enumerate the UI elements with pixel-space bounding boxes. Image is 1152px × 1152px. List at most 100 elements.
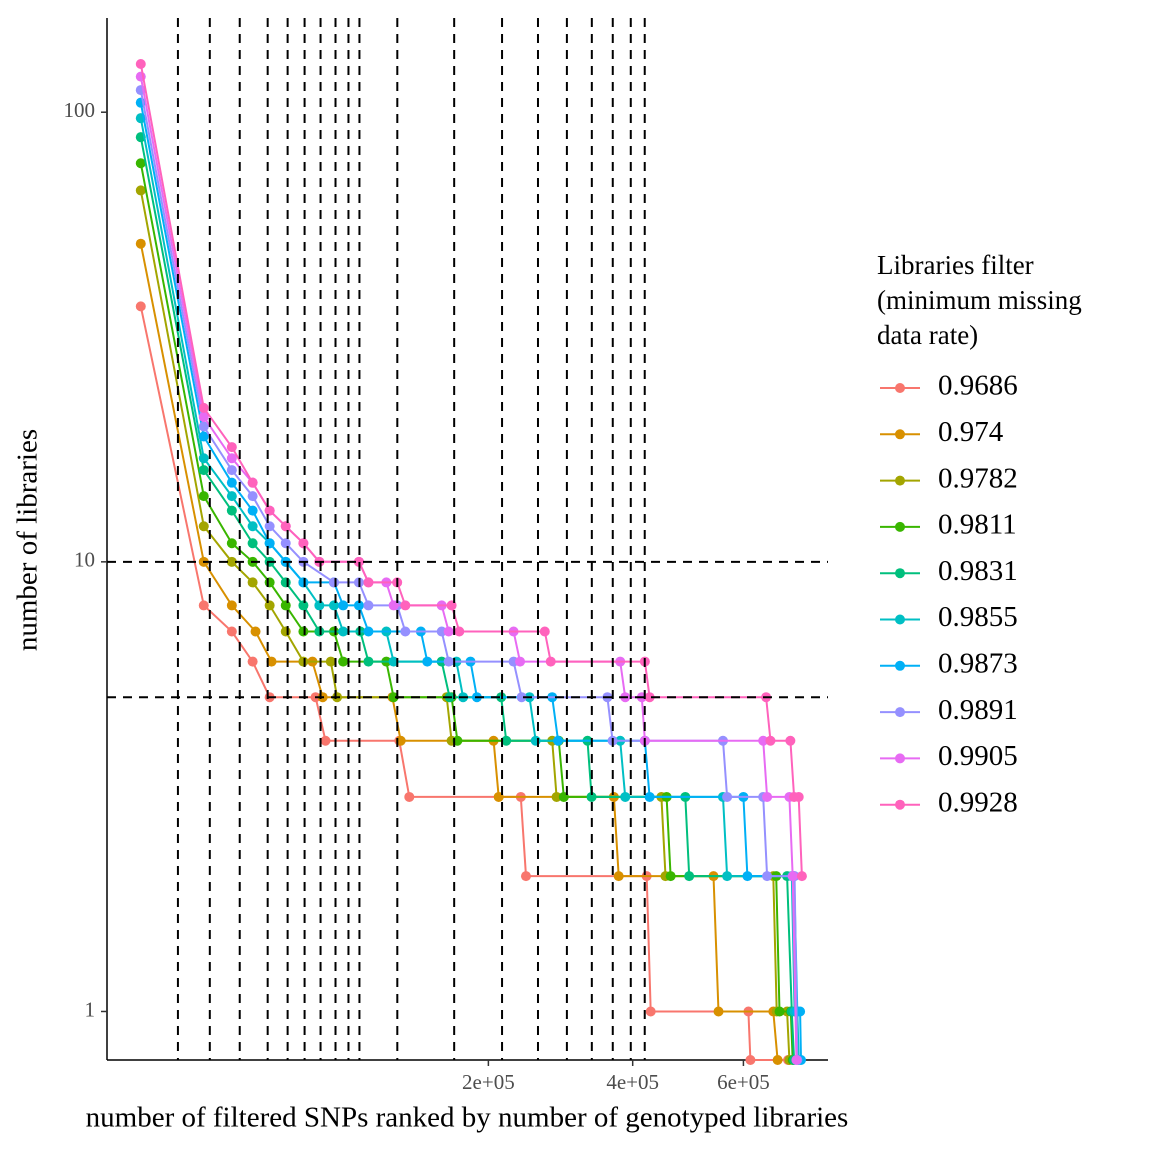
data-point: [226, 505, 237, 516]
legend-label: 0.9782: [938, 462, 1018, 494]
data-point: [298, 600, 309, 611]
data-point: [250, 626, 261, 637]
legend-label: 0.9905: [938, 740, 1018, 772]
legend-label: 0.9928: [938, 786, 1018, 818]
legend-key-point: [895, 660, 905, 671]
data-point: [515, 656, 526, 667]
data-point: [247, 521, 258, 532]
data-point: [353, 556, 364, 567]
data-point: [264, 505, 275, 516]
legend-key-point: [895, 568, 905, 579]
data-point: [135, 59, 146, 70]
data-point: [247, 491, 258, 502]
data-point: [758, 735, 769, 746]
legend-label: 0.9811: [938, 509, 1017, 541]
data-point: [298, 538, 309, 549]
data-point: [530, 735, 541, 746]
legend-title: Libraries filter: [877, 250, 1034, 280]
data-point: [247, 505, 258, 516]
data-point: [314, 600, 325, 611]
data-point: [226, 538, 237, 549]
data-point: [226, 600, 237, 611]
data-point: [226, 465, 237, 476]
data-point: [266, 656, 277, 667]
data-point: [645, 1006, 656, 1017]
data-point: [135, 301, 146, 312]
legend-label: 0.9855: [938, 601, 1018, 633]
legend-key-point: [895, 707, 905, 718]
data-point: [353, 600, 364, 611]
data-point: [198, 521, 209, 532]
data-point: [684, 871, 695, 882]
data-point: [314, 626, 325, 637]
data-point: [742, 871, 753, 882]
data-point: [545, 656, 556, 667]
data-point: [436, 626, 447, 637]
data-point: [264, 577, 275, 588]
data-point: [280, 577, 291, 588]
data-point: [298, 656, 309, 667]
data-point: [665, 871, 676, 882]
data-point: [226, 491, 237, 502]
data-point: [298, 577, 309, 588]
data-point: [713, 1006, 724, 1017]
data-point: [264, 600, 275, 611]
data-point: [198, 402, 209, 413]
data-point: [454, 626, 465, 637]
data-point: [516, 692, 527, 703]
legend-label: 0.9686: [938, 370, 1018, 402]
data-point: [264, 521, 275, 532]
data-point: [762, 871, 773, 882]
data-point: [198, 453, 209, 464]
legend-label: 0.9873: [938, 647, 1018, 679]
data-point: [298, 626, 309, 637]
data-point: [247, 477, 258, 488]
data-point: [338, 656, 349, 667]
data-point: [791, 1055, 802, 1065]
legend-title: data rate): [877, 320, 978, 350]
data-point: [363, 577, 374, 588]
data-point: [774, 1006, 785, 1017]
data-point: [400, 600, 411, 611]
y-tick-label: 100: [64, 98, 96, 122]
legend-key-point: [895, 799, 905, 810]
data-point: [320, 735, 331, 746]
data-point: [280, 538, 291, 549]
x-tick-label: 4e+05: [606, 1070, 659, 1094]
data-point: [226, 626, 237, 637]
legend-title: (minimum missing: [877, 285, 1082, 315]
data-point: [226, 477, 237, 488]
data-point: [620, 791, 631, 802]
data-point: [198, 411, 209, 422]
data-point: [553, 735, 564, 746]
data-point: [551, 791, 562, 802]
data-point: [787, 871, 798, 882]
data-point: [247, 538, 258, 549]
data-point: [501, 735, 512, 746]
data-point: [198, 431, 209, 442]
data-point: [135, 158, 146, 169]
data-point: [520, 871, 531, 882]
data-point: [765, 735, 776, 746]
data-point: [264, 538, 275, 549]
data-point: [338, 626, 349, 637]
data-point: [280, 521, 291, 532]
data-point: [328, 600, 339, 611]
series-line: [139, 243, 779, 1061]
data-point: [135, 238, 146, 249]
data-point: [388, 656, 399, 667]
data-point: [280, 600, 291, 611]
data-point: [793, 791, 804, 802]
data-point: [226, 453, 237, 464]
data-point: [644, 692, 655, 703]
x-tick-label: 2e+05: [462, 1070, 515, 1094]
data-point: [328, 577, 339, 588]
data-point: [325, 656, 336, 667]
data-point: [280, 626, 291, 637]
legend-label: 0.9891: [938, 694, 1018, 726]
data-point: [443, 626, 454, 637]
data-point: [198, 600, 209, 611]
data-point: [785, 735, 796, 746]
